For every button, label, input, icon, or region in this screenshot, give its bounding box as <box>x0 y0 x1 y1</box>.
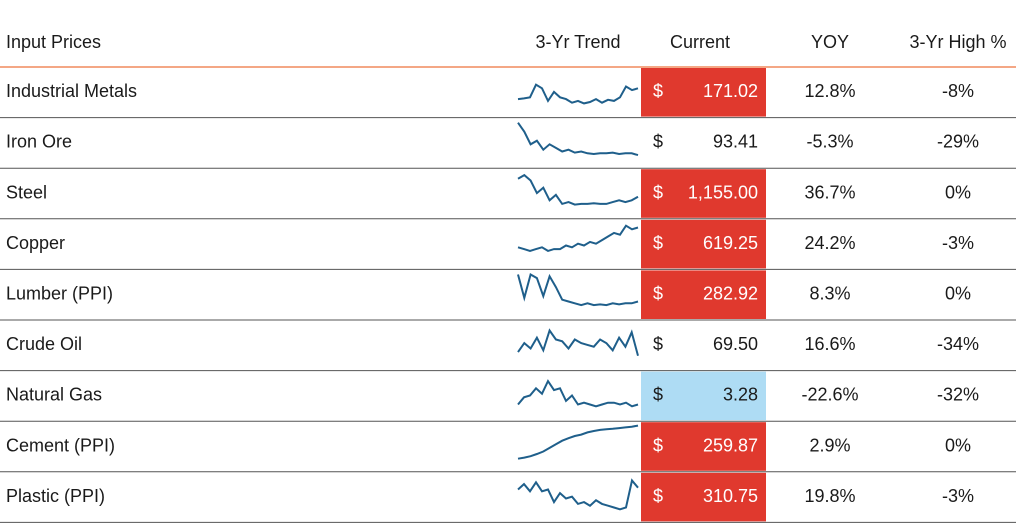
sparkline <box>517 379 639 408</box>
currency: $ <box>653 334 663 354</box>
currency: $ <box>653 385 663 405</box>
yoy: 8.3% <box>809 283 850 303</box>
currency: $ <box>653 283 663 303</box>
current-highlight <box>641 422 766 471</box>
sparkline <box>517 173 639 206</box>
yoy: 19.8% <box>804 486 855 506</box>
row-label: Natural Gas <box>6 385 102 405</box>
header: YOY <box>811 32 849 52</box>
currency: $ <box>653 435 663 455</box>
header: 3-Yr High % <box>909 32 1006 52</box>
yoy: -22.6% <box>801 385 858 405</box>
high: 0% <box>945 435 971 455</box>
sparkline <box>517 83 639 105</box>
sparkline <box>517 224 639 252</box>
current-value: 1,155.00 <box>688 182 758 202</box>
yoy: 24.2% <box>804 233 855 253</box>
high: -8% <box>942 81 974 101</box>
currency: $ <box>653 233 663 253</box>
current-highlight <box>641 472 766 522</box>
header: Input Prices <box>6 32 101 52</box>
header: Current <box>670 32 730 52</box>
current-highlight <box>641 371 766 421</box>
high: -29% <box>937 132 979 152</box>
yoy: 12.8% <box>804 81 855 101</box>
current-highlight <box>641 270 766 319</box>
row-label: Crude Oil <box>6 334 82 354</box>
current-value: 282.92 <box>703 283 758 303</box>
row-label: Steel <box>6 182 47 202</box>
current-highlight <box>641 169 766 218</box>
high: -3% <box>942 486 974 506</box>
row-label: Lumber (PPI) <box>6 283 113 303</box>
current-highlight <box>641 68 766 117</box>
current-value: 93.41 <box>713 132 758 152</box>
row-label: Iron Ore <box>6 132 72 152</box>
currency: $ <box>653 486 663 506</box>
current-value: 259.87 <box>703 435 758 455</box>
sparkline <box>517 478 639 511</box>
currency: $ <box>653 81 663 101</box>
high: 0% <box>945 283 971 303</box>
high: -32% <box>937 385 979 405</box>
high: -3% <box>942 233 974 253</box>
yoy: 2.9% <box>809 435 850 455</box>
sparkline <box>517 424 639 460</box>
row-label: Industrial Metals <box>6 81 137 101</box>
current-value: 69.50 <box>713 334 758 354</box>
sparkline <box>517 328 639 356</box>
current-highlight <box>641 219 766 269</box>
yoy: 16.6% <box>804 334 855 354</box>
yoy: -5.3% <box>806 132 853 152</box>
currency: $ <box>653 182 663 202</box>
header: 3-Yr Trend <box>535 32 620 52</box>
sparkline <box>517 122 639 157</box>
currency: $ <box>653 132 663 152</box>
yoy: 36.7% <box>804 182 855 202</box>
current-value: 310.75 <box>703 486 758 506</box>
current-value: 619.25 <box>703 233 758 253</box>
row-label: Plastic (PPI) <box>6 486 105 506</box>
high: -34% <box>937 334 979 354</box>
current-value: 171.02 <box>703 81 758 101</box>
current-value: 3.28 <box>723 385 758 405</box>
row-label: Cement (PPI) <box>6 435 115 455</box>
row-label: Copper <box>6 233 65 253</box>
sparkline <box>517 272 639 307</box>
high: 0% <box>945 182 971 202</box>
